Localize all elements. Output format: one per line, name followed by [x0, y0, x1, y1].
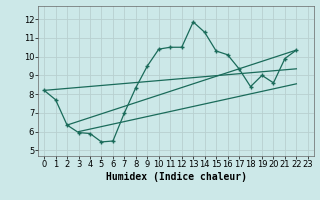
X-axis label: Humidex (Indice chaleur): Humidex (Indice chaleur): [106, 172, 246, 182]
